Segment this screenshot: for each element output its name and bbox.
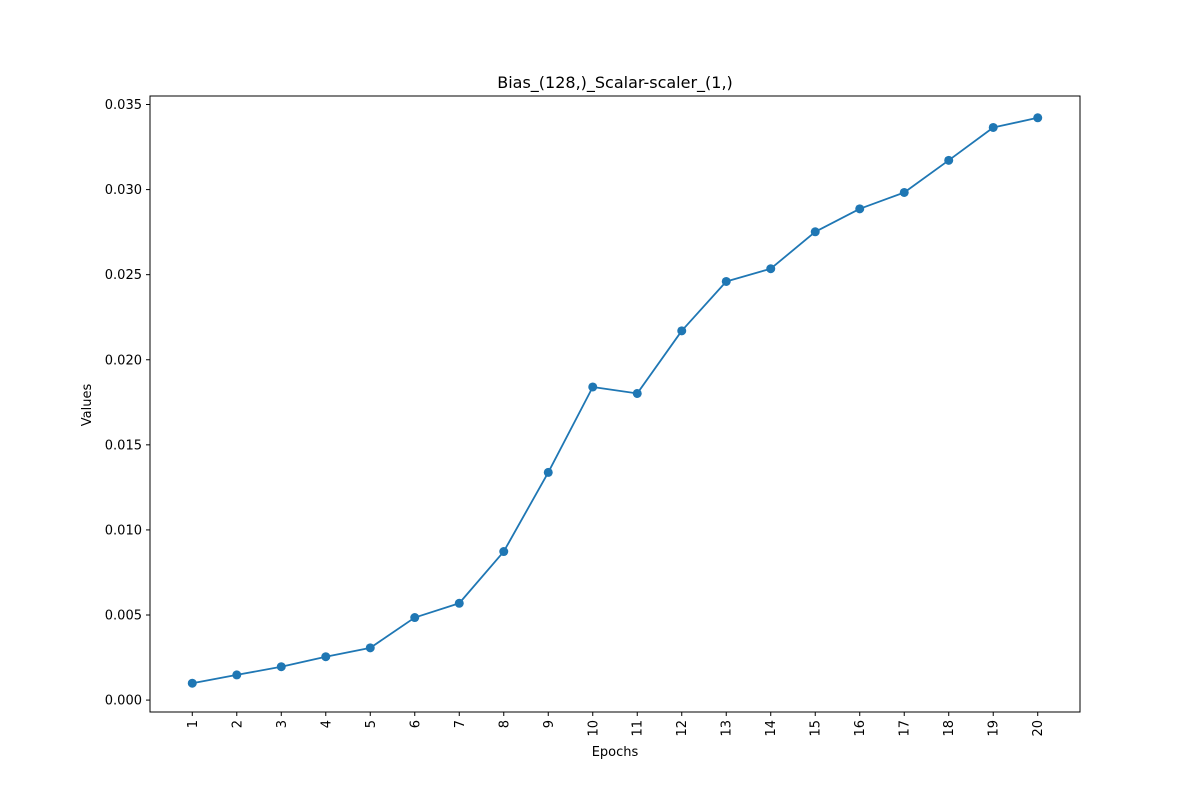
x-tick-label: 3 [275, 720, 290, 728]
x-tick-label: 19 [987, 720, 1002, 737]
series-line [192, 116, 1038, 685]
data-point [410, 613, 420, 623]
data-point [855, 204, 865, 214]
x-tick-label: 16 [853, 720, 868, 737]
data-point [365, 643, 375, 653]
data-point [944, 155, 954, 165]
data-point [810, 227, 820, 237]
x-axis-label: Epochs [592, 745, 639, 760]
y-tick-label: 0.020 [105, 353, 142, 368]
y-tick-label: 0.030 [105, 183, 142, 198]
data-point [988, 122, 998, 132]
x-tick-label: 11 [631, 720, 646, 737]
plot-area: 0.000 0.005 0.010 0.015 0.020 0.025 0.030 0.035… [105, 95, 1081, 737]
y-axis-label: Values [80, 384, 95, 427]
x-tick-label: 4 [319, 720, 334, 728]
y-tick-label: 0.010 [105, 523, 142, 538]
x-tick-label: 18 [942, 720, 957, 737]
x-tick-label: 2 [230, 720, 245, 728]
x-tick-label: 14 [764, 720, 779, 737]
x-tick-label: 7 [453, 720, 468, 728]
data-point [721, 276, 731, 286]
data-point [499, 547, 509, 557]
data-point [899, 187, 909, 197]
y-tick-label: 0.000 [105, 694, 142, 709]
y-tick-label: 0.035 [105, 98, 142, 113]
x-tick-label: 20 [1031, 720, 1046, 737]
chart-title: Bias_(128,)_Scalar-scaler_(1,) [497, 73, 733, 93]
x-tick-label: 17 [898, 720, 913, 737]
data-point [276, 662, 286, 672]
x-tick-label: 5 [364, 720, 379, 728]
data-point [632, 388, 642, 398]
x-tick-label: 9 [542, 720, 557, 728]
x-tick-label: 6 [408, 720, 423, 728]
data-point [588, 382, 598, 392]
x-tick-label: 10 [586, 720, 601, 737]
data-point [543, 467, 553, 477]
data-point [187, 678, 197, 688]
data-point [766, 264, 776, 274]
x-tick-label: 8 [497, 720, 512, 728]
data-point [677, 326, 687, 336]
x-tick-label: 12 [675, 720, 690, 737]
data-point [1033, 113, 1043, 123]
x-tick-label: 13 [720, 720, 735, 737]
data-point [321, 652, 331, 662]
y-tick-label: 0.005 [105, 609, 142, 624]
plot-frame [149, 95, 1081, 713]
y-tick-label: 0.025 [105, 268, 142, 283]
x-tick-label: 15 [809, 720, 824, 737]
y-tick-label: 0.015 [105, 438, 142, 453]
data-point [232, 670, 242, 680]
data-point [454, 598, 464, 608]
x-tick-label: 1 [186, 720, 201, 728]
